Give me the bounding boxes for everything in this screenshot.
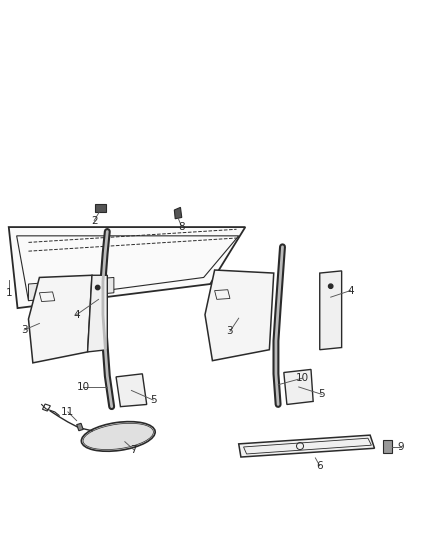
Polygon shape — [116, 374, 147, 407]
Circle shape — [95, 285, 100, 290]
Polygon shape — [77, 423, 83, 431]
Text: 6: 6 — [316, 461, 323, 471]
Ellipse shape — [81, 422, 155, 451]
Polygon shape — [174, 207, 182, 219]
Polygon shape — [9, 227, 245, 308]
Polygon shape — [88, 275, 107, 352]
Text: 10: 10 — [77, 382, 90, 392]
Polygon shape — [95, 204, 106, 212]
Text: 7: 7 — [130, 445, 137, 455]
Polygon shape — [320, 271, 342, 350]
Text: 9: 9 — [397, 442, 404, 452]
Text: 10: 10 — [296, 373, 309, 383]
Text: 2: 2 — [91, 215, 98, 225]
Polygon shape — [383, 440, 392, 453]
Polygon shape — [284, 369, 313, 405]
Polygon shape — [205, 270, 274, 361]
Text: 5: 5 — [150, 395, 157, 405]
Text: 3: 3 — [226, 326, 233, 336]
Text: 5: 5 — [318, 390, 325, 399]
Polygon shape — [28, 278, 114, 301]
Text: 3: 3 — [21, 325, 28, 335]
Text: 4: 4 — [347, 286, 354, 296]
Text: 4: 4 — [73, 310, 80, 320]
Text: 1: 1 — [5, 288, 12, 298]
Text: 8: 8 — [178, 222, 185, 232]
Text: 11: 11 — [61, 407, 74, 417]
Circle shape — [328, 284, 333, 288]
Polygon shape — [239, 435, 374, 457]
Polygon shape — [28, 275, 92, 363]
